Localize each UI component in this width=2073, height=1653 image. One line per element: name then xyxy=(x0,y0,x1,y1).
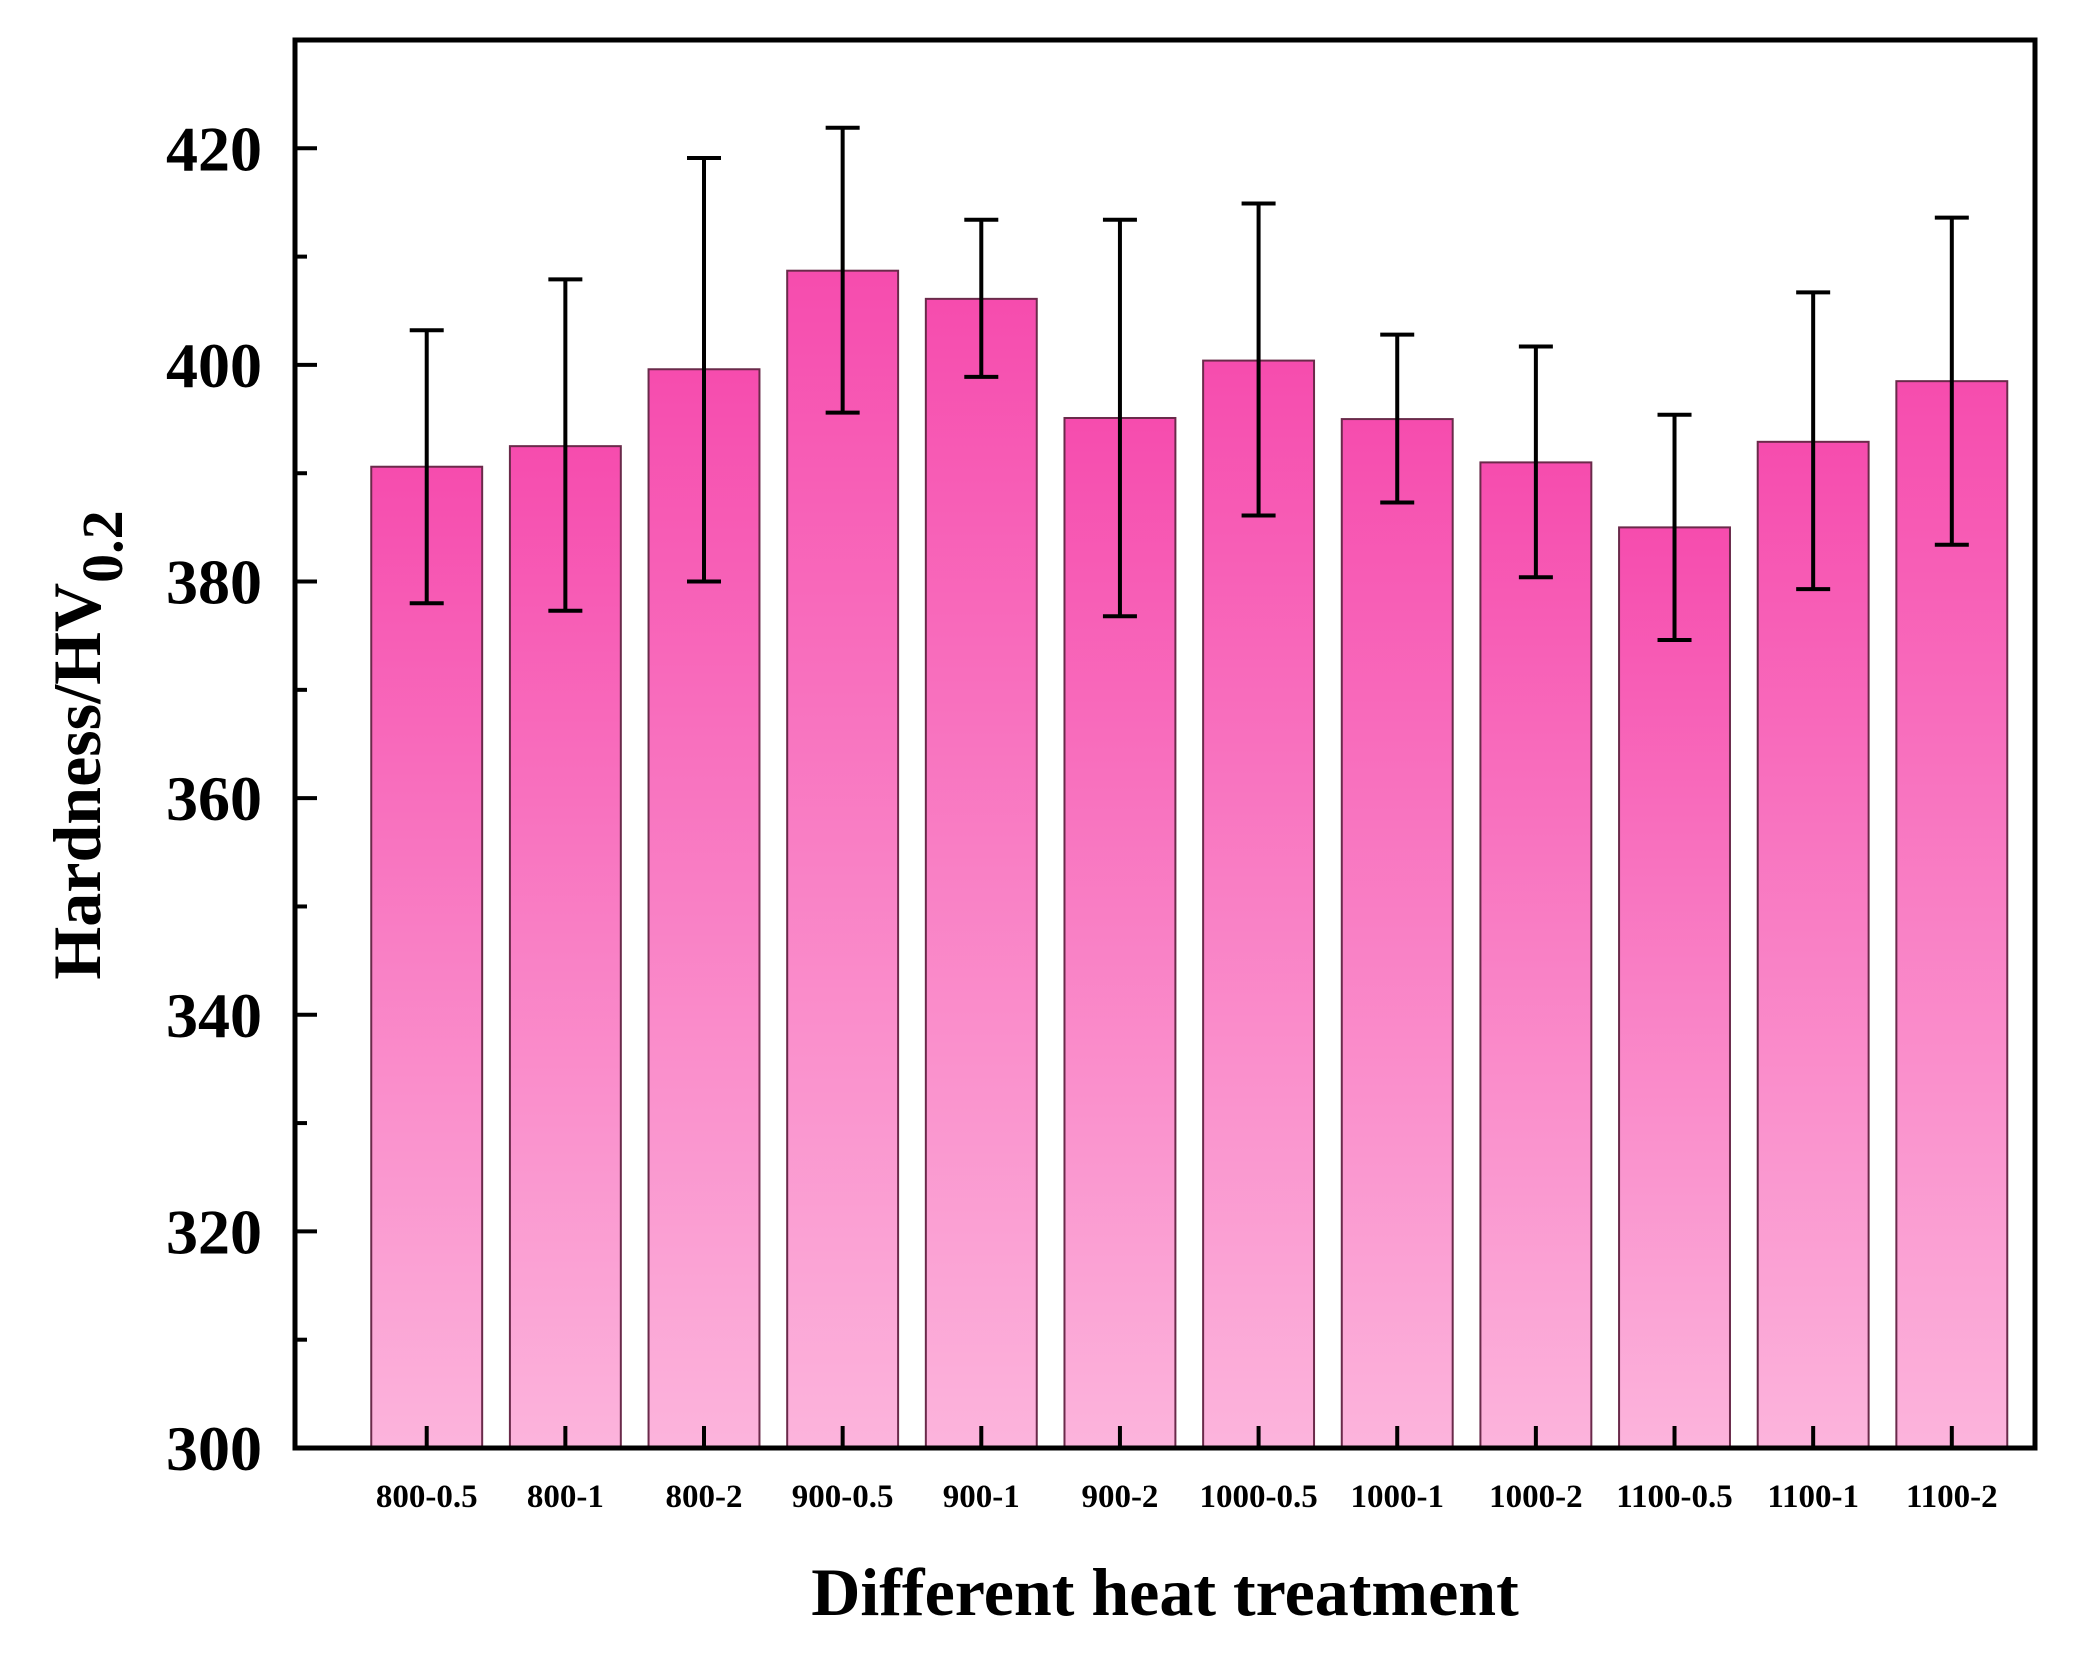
x-tick-label-1100-2: 1100-2 xyxy=(1906,1479,1998,1515)
bars-layer xyxy=(370,269,2009,1450)
y-tick-label-380: 380 xyxy=(166,547,262,618)
x-tick-label-800-1: 800-1 xyxy=(527,1479,604,1515)
y-axis-title-main: Hardness/HV xyxy=(39,583,115,980)
y-tick-label-320: 320 xyxy=(166,1196,262,1267)
bar-1000-0.5 xyxy=(1202,359,1316,1449)
bar-1000-2 xyxy=(1479,461,1593,1449)
x-axis: 800-0.5 800-1 800-2 900-0.5 900-1 900-2 1000-0… xyxy=(376,1426,1998,1515)
y-tick-label-340: 340 xyxy=(166,980,262,1051)
x-tick-label-1000-2: 1000-2 xyxy=(1489,1479,1583,1515)
y-tick-label-300: 300 xyxy=(166,1413,262,1484)
x-tick-label-1000-1: 1000-1 xyxy=(1350,1479,1444,1515)
bar-1100-1 xyxy=(1756,440,1870,1449)
x-tick-label-800-0.5: 800-0.5 xyxy=(376,1479,478,1515)
x-tick-label-1100-0.5: 1100-0.5 xyxy=(1616,1479,1732,1515)
bar-900-1 xyxy=(924,297,1038,1450)
x-tick-label-900-2: 900-2 xyxy=(1081,1479,1158,1515)
x-axis-title: Different heat treatment xyxy=(811,1554,1519,1630)
bar-1100-0.5 xyxy=(1618,526,1731,1449)
bar-1000-1 xyxy=(1340,418,1454,1450)
x-tick-label-900-0.5: 900-0.5 xyxy=(792,1479,894,1515)
y-tick-label-400: 400 xyxy=(166,330,262,401)
bar-800-0.5 xyxy=(370,465,484,1449)
x-tick-label-1000-0.5: 1000-0.5 xyxy=(1199,1479,1317,1515)
bar-1100-2 xyxy=(1895,380,2009,1450)
error-bars-layer xyxy=(409,125,1969,643)
y-tick-label-360: 360 xyxy=(166,763,262,834)
plot-frame xyxy=(292,37,2038,1451)
y-tick-label-420: 420 xyxy=(166,113,262,184)
bar-900-0.5 xyxy=(786,269,900,1449)
x-tick-label-900-1: 900-1 xyxy=(943,1479,1020,1515)
x-tick-label-1100-1: 1100-1 xyxy=(1767,1479,1859,1515)
bar-800-1 xyxy=(508,445,622,1449)
y-axis-title: Hardness/HV0.2 xyxy=(39,510,135,979)
y-axis: 300 320 340 360 380 400 420 xyxy=(166,113,317,1484)
x-tick-label-800-2: 800-2 xyxy=(666,1479,743,1515)
y-axis-title-subscript: 0.2 xyxy=(70,510,135,583)
